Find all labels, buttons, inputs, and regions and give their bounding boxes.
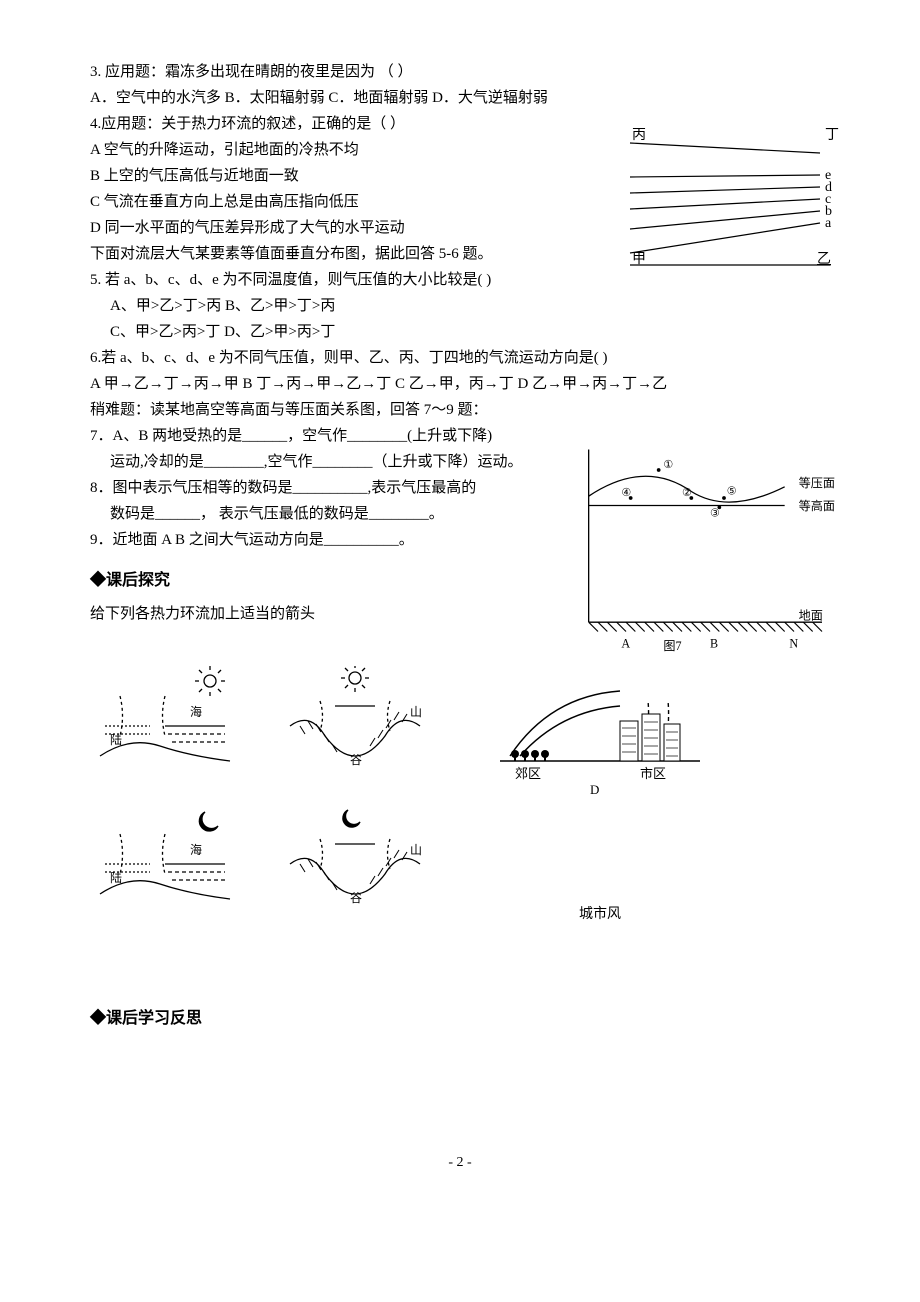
page-number: - 2 - — [90, 1152, 830, 1174]
label-N: N — [789, 636, 798, 650]
label-city-wind: 城市风 — [490, 904, 710, 926]
label-shan: 山 — [410, 705, 422, 719]
page-content: 3. 应用题：霜冻多出现在晴朗的夜里是因为 （ ） A．空气中的水汽多 B．太阳… — [90, 60, 830, 1174]
num-5: ⑤ — [727, 485, 737, 497]
label-D: D — [590, 782, 599, 797]
label-denggao: 等高面 — [799, 498, 835, 513]
label-shan-2: 山 — [410, 843, 422, 857]
label-B: B — [710, 636, 718, 650]
q6-text: 6.若 a、b、c、d、e 为不同气压值，则甲、乙、丙、丁四地的气流运动方向是(… — [90, 346, 830, 370]
label-hai: 海 — [190, 704, 202, 719]
label-gu: 谷 — [350, 753, 362, 766]
num-3: ③ — [710, 508, 720, 520]
label-A: A — [621, 636, 630, 650]
label-ding: 丁 — [825, 128, 839, 143]
label-a: a — [825, 216, 832, 231]
label-dimian: 地面 — [799, 608, 823, 622]
num-2: ② — [682, 487, 692, 499]
label-gu-2: 谷 — [350, 891, 362, 904]
figure-isolines: 丙 丁 甲 乙 e d c b a — [620, 125, 850, 283]
label-shiqu: 市区 — [640, 766, 666, 781]
q5-row1: A、甲>乙>丁>丙 B、乙>甲>丁>丙 — [90, 294, 830, 318]
label-dengya: 等压面 — [799, 476, 835, 490]
circulation-diagrams: 陆 海 — [90, 666, 830, 926]
label-jia: 甲 — [632, 252, 646, 267]
q6-options: A 甲→乙→丁→丙→甲 B 丁→丙→甲→乙→丁 C 乙→甲，丙→丁 D 乙→甲→… — [90, 372, 830, 396]
label-yi: 乙 — [817, 251, 831, 267]
diag-mountain-night: 山 谷 — [280, 804, 430, 912]
diag-land-sea-day: 陆 海 — [90, 666, 240, 774]
section-reflect: ◆课后学习反思 — [90, 1006, 830, 1032]
diag-mountain-day: 山 谷 — [280, 666, 430, 774]
q3-text: 3. 应用题：霜冻多出现在晴朗的夜里是因为 （ ） — [90, 60, 830, 84]
label-lu: 陆 — [110, 732, 122, 747]
label-jiaoqu: 郊区 — [515, 766, 541, 781]
num-1: ① — [663, 459, 673, 471]
intro-hard: 稍难题：读某地高空等高面与等压面关系图，回答 7～9 题： — [90, 398, 830, 422]
diag-city-wind: 郊区 市区 D — [490, 666, 710, 814]
diag-land-sea-night: 陆 海 — [90, 804, 240, 912]
label-bing: 丙 — [632, 128, 646, 143]
q3-options: A．空气中的水汽多 B．太阳辐射弱 C．地面辐射弱 D．大气逆辐射弱 — [90, 86, 830, 110]
label-tu7: 图7 — [663, 639, 681, 653]
label-lu-2: 陆 — [110, 870, 122, 885]
figure-pressure-height: ① ④ ② ⑤ ③ 等压面 等高面 地面 A B N 图7 — [570, 440, 850, 663]
label-hai-2: 海 — [190, 842, 202, 857]
q5-row2: C、甲>乙>丙>丁 D、乙>甲>丙>丁 — [90, 320, 830, 344]
num-4: ④ — [621, 487, 631, 499]
